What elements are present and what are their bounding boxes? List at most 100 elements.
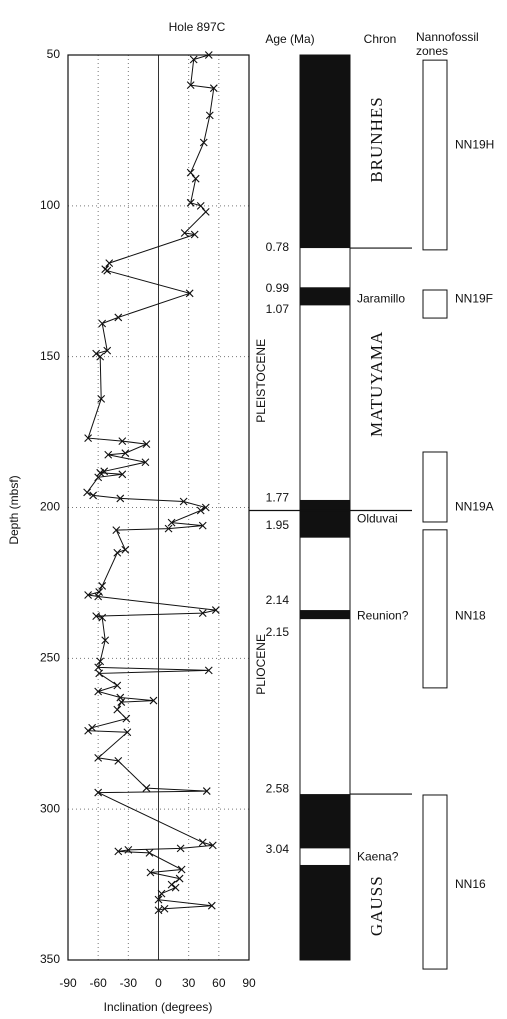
data-point <box>96 468 105 477</box>
zone-box <box>422 289 448 319</box>
plot-frame <box>67 54 250 961</box>
zone-label: NN19H <box>455 138 494 152</box>
age-label: 2.15 <box>266 625 290 639</box>
normal-interval <box>300 610 350 620</box>
age-label: 2.14 <box>266 593 290 607</box>
data-point <box>94 592 103 601</box>
data-point <box>94 753 103 762</box>
data-point <box>154 895 163 904</box>
data-point <box>190 230 199 239</box>
data-point <box>175 874 184 883</box>
y-tick-label: 250 <box>40 651 60 665</box>
data-point <box>100 467 109 476</box>
data-point <box>198 838 207 847</box>
y-axis-label: Depth (mbsf) <box>7 475 21 544</box>
x-tick-label: -90 <box>59 976 77 990</box>
data-point <box>202 787 211 795</box>
normal-interval <box>300 794 350 849</box>
data-point <box>209 84 218 93</box>
data-point <box>199 138 208 147</box>
data-point <box>96 657 105 666</box>
data-point <box>171 883 180 892</box>
data-point <box>198 521 207 530</box>
data-point <box>208 841 217 850</box>
data-point <box>154 906 163 915</box>
y-tick-label: 350 <box>40 952 60 966</box>
data-point <box>84 726 93 735</box>
data-point <box>186 81 195 90</box>
zone-box <box>422 529 448 689</box>
data-point <box>160 904 169 913</box>
normal-interval <box>300 499 350 538</box>
y-tick-label: 50 <box>47 47 61 61</box>
data-point <box>204 51 213 59</box>
data-point <box>149 696 158 705</box>
data-point <box>142 440 151 449</box>
data-point <box>146 868 155 877</box>
data-point <box>114 313 123 322</box>
data-point <box>196 201 205 210</box>
x-tick-label: 90 <box>242 976 256 990</box>
chart-title: Hole 897C <box>169 20 226 34</box>
x-tick-label: -60 <box>89 976 107 990</box>
data-point <box>204 666 213 675</box>
y-tick-label: 100 <box>40 198 60 212</box>
normal-interval <box>300 55 350 249</box>
x-tick-label: 30 <box>182 976 196 990</box>
data-point <box>103 266 112 275</box>
zone-label: NN19A <box>455 500 494 514</box>
data-point <box>95 669 104 678</box>
age-label: 0.99 <box>266 281 290 295</box>
data-point <box>207 901 216 910</box>
subchron-label: Kaena? <box>357 850 399 864</box>
data-point <box>180 229 189 237</box>
data-point <box>205 111 214 120</box>
data-point <box>89 491 98 500</box>
age-header: Age (Ma) <box>265 32 314 46</box>
normal-interval <box>300 287 350 306</box>
age-label: 0.78 <box>266 240 290 254</box>
data-point <box>98 582 107 590</box>
data-point <box>196 506 205 515</box>
data-point <box>186 168 195 177</box>
data-point <box>112 526 121 535</box>
epoch-label: PLIOCENE <box>254 634 268 695</box>
data-point <box>83 488 91 497</box>
data-point <box>142 784 151 792</box>
data-point <box>94 473 103 482</box>
data-point <box>164 524 173 533</box>
data-point <box>97 395 106 403</box>
chron-label: MATUYAMA <box>367 331 386 437</box>
chron-label: BRUNHES <box>367 96 386 182</box>
data-point <box>88 723 97 732</box>
age-label: 1.95 <box>266 518 290 532</box>
data-point <box>121 545 130 554</box>
data-point <box>176 844 185 853</box>
subchron-label: Reunion? <box>357 608 409 622</box>
data-point <box>84 434 93 443</box>
x-tick-label: -30 <box>120 976 138 990</box>
epoch-label: PLEISTOCENE <box>254 339 268 423</box>
zone-label: NN16 <box>455 877 486 891</box>
data-point <box>98 319 107 328</box>
chron-label: GAUSS <box>367 875 386 936</box>
data-point <box>84 591 93 599</box>
normal-interval <box>300 864 350 960</box>
age-label: 1.77 <box>266 491 290 505</box>
data-point <box>113 705 122 714</box>
data-point <box>189 55 198 64</box>
data-point <box>118 470 127 479</box>
zone-box <box>422 794 448 970</box>
data-line <box>86 54 216 911</box>
data-point <box>94 788 103 797</box>
data-point <box>122 714 131 723</box>
data-point <box>167 518 176 527</box>
data-point <box>98 613 107 622</box>
data-point <box>177 865 186 874</box>
subchron-label: Olduvai <box>357 512 398 526</box>
data-point <box>113 548 122 557</box>
data-point <box>113 681 122 690</box>
data-point <box>124 846 133 854</box>
